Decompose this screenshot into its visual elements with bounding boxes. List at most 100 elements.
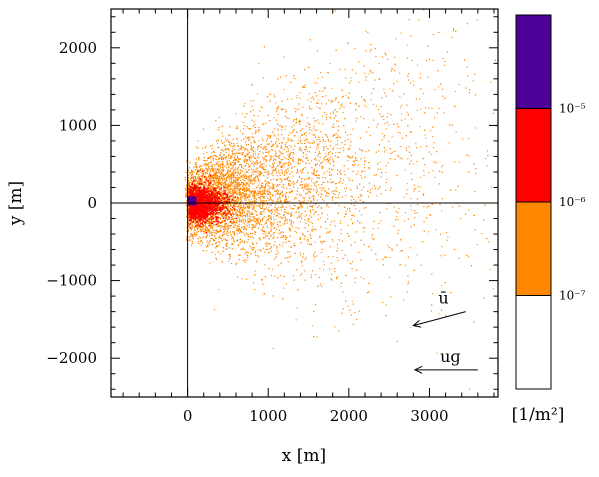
density-point: [347, 259, 349, 261]
density-point: [219, 224, 221, 226]
density-point: [406, 189, 408, 191]
density-point: [202, 147, 204, 149]
density-point: [243, 232, 245, 234]
density-point: [262, 191, 264, 193]
density-point: [277, 106, 279, 108]
density-point: [409, 82, 411, 84]
density-point: [248, 184, 250, 186]
density-point: [315, 191, 317, 193]
density-point: [290, 223, 292, 225]
density-point: [200, 244, 202, 246]
density-point: [419, 125, 421, 127]
density-point: [261, 164, 263, 166]
density-point: [354, 159, 356, 161]
density-point: [317, 143, 319, 145]
density-point: [213, 175, 215, 177]
density-point: [301, 213, 303, 215]
density-point: [185, 236, 187, 238]
density-point: [365, 160, 367, 162]
density-point: [241, 278, 243, 280]
density-point: [237, 229, 239, 231]
density-point: [254, 197, 256, 199]
density-point: [242, 211, 244, 213]
density-point: [257, 148, 259, 150]
density-point: [269, 165, 271, 167]
density-point: [316, 82, 318, 84]
density-point: [257, 115, 259, 117]
density-point: [217, 139, 219, 141]
density-point: [210, 178, 212, 180]
density-point: [191, 224, 193, 226]
density-point: [237, 199, 239, 201]
density-point: [214, 183, 216, 185]
density-point: [295, 122, 297, 124]
density-point: [406, 183, 408, 185]
density-point: [376, 126, 378, 128]
density-point: [287, 261, 289, 263]
density-point: [430, 214, 432, 216]
density-point: [208, 235, 210, 237]
density-point: [193, 176, 195, 178]
density-point: [267, 235, 269, 237]
density-point: [289, 251, 291, 253]
density-point: [222, 164, 224, 166]
density-point: [259, 221, 261, 223]
density-point: [271, 186, 273, 188]
density-point: [268, 199, 270, 201]
density-point: [354, 282, 356, 284]
density-point: [420, 186, 422, 188]
density-point: [249, 158, 251, 160]
density-point: [416, 109, 418, 111]
density-point: [245, 199, 247, 201]
density-point: [254, 141, 256, 143]
density-point: [330, 145, 332, 147]
density-point: [365, 30, 367, 32]
density-point: [215, 158, 217, 160]
density-point: [441, 210, 443, 212]
density-point: [236, 139, 238, 141]
density-point: [325, 117, 327, 119]
density-point: [214, 182, 216, 184]
density-point: [221, 193, 223, 195]
density-point: [275, 141, 277, 143]
density-point: [409, 131, 411, 133]
density-point: [191, 182, 193, 184]
density-point: [223, 157, 225, 159]
density-point: [313, 171, 315, 173]
density-point: [255, 197, 257, 199]
density-point: [420, 108, 422, 110]
density-point: [329, 181, 331, 183]
density-point: [440, 255, 442, 257]
density-point: [211, 151, 213, 153]
density-point: [222, 200, 224, 202]
density-point: [226, 163, 228, 165]
density-point: [309, 132, 311, 134]
density-point: [251, 213, 253, 215]
density-point: [311, 160, 313, 162]
density-point: [311, 274, 313, 276]
density-point: [281, 191, 283, 193]
density-point: [333, 193, 335, 195]
density-point: [332, 100, 334, 102]
density-point: [207, 217, 209, 219]
density-point: [187, 221, 189, 223]
density-point: [240, 139, 242, 141]
density-point: [234, 217, 236, 219]
density-point: [257, 131, 259, 133]
density-point: [410, 327, 412, 329]
density-point: [336, 257, 338, 259]
density-point: [413, 190, 415, 192]
density-point: [231, 171, 233, 173]
density-point: [283, 234, 285, 236]
density-point: [441, 166, 443, 168]
density-point: [255, 168, 257, 170]
density-point: [319, 267, 321, 269]
density-point: [220, 193, 222, 195]
density-point: [382, 302, 384, 304]
density-point: [227, 239, 229, 241]
density-point: [415, 188, 417, 190]
density-point: [197, 220, 199, 222]
density-point: [314, 82, 316, 84]
density-point: [223, 226, 225, 228]
density-point: [370, 99, 372, 101]
